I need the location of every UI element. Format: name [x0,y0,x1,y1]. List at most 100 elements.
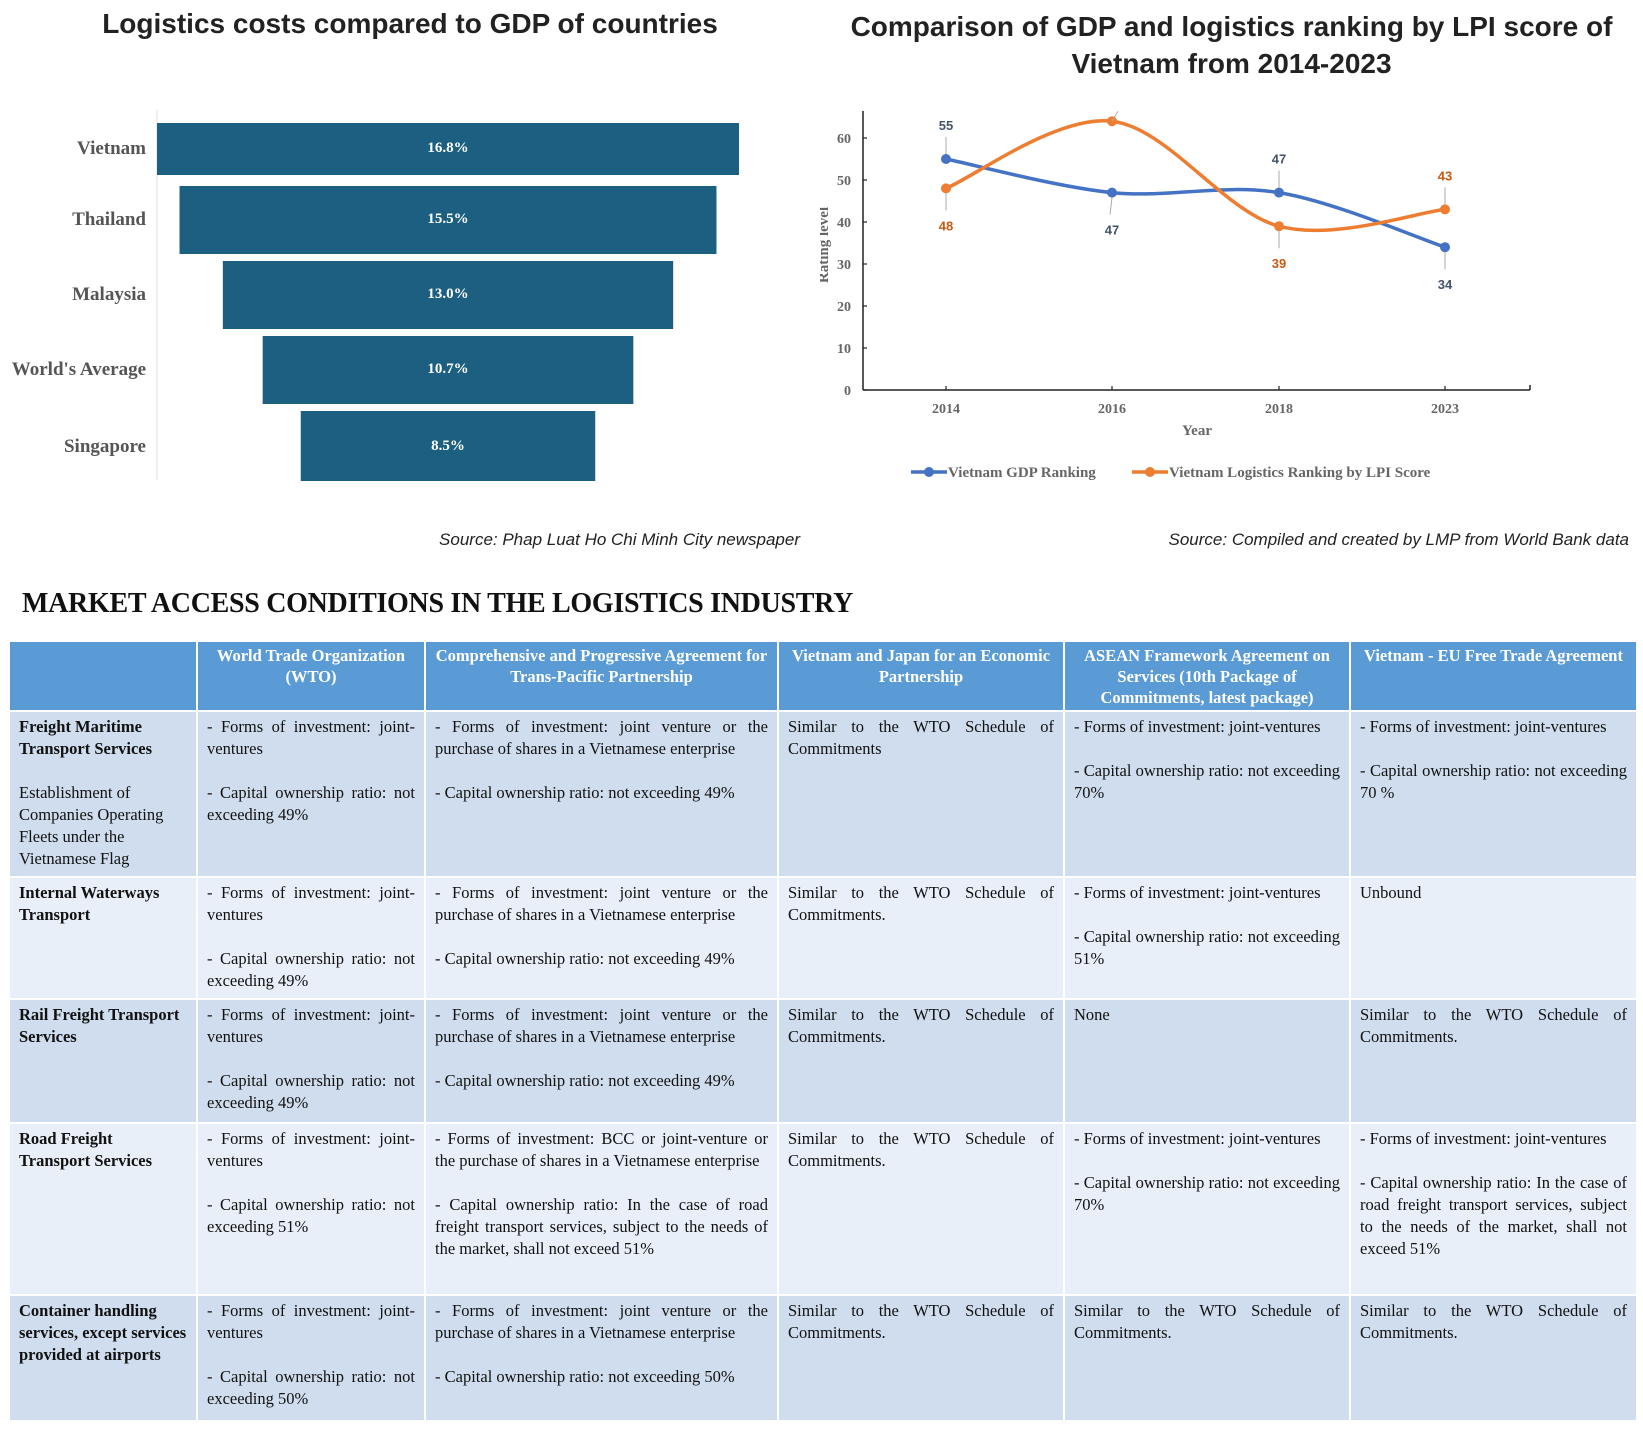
cell-paragraph: - Capital ownership ratio: not exceeding… [207,783,415,824]
table-header-row: World Trade Organization (WTO) Comprehen… [8,640,1638,712]
table-row: Container handling services, except serv… [8,1294,1638,1422]
table-row: Internal Waterways Transport - Forms of i… [8,876,1638,1000]
cell-paragraph: Similar to the WTO Schedule of Commitmen… [1360,1301,1627,1342]
header-cell-evfta: Vietnam - EU Free Trade Agreement [1349,640,1638,712]
cell-paragraph: Similar to the WTO Schedule of Commitmen… [788,883,1054,924]
service-name: Rail Freight Transport Services [19,1005,180,1046]
service-name: Internal Waterways Transport [19,883,160,924]
cell-paragraph: - Capital ownership ratio: In the case o… [435,1195,768,1258]
funnel-bar [179,186,717,254]
cell-paragraph: - Capital ownership ratio: not exceeding… [435,1367,735,1386]
table-cell: Similar to the WTO Schedule of Commitmen… [777,1294,1065,1422]
cell-paragraph: - Forms of investment: joint-ventures [207,883,415,924]
cell-paragraph: Similar to the WTO Schedule of Commitmen… [1074,1301,1340,1342]
cell-paragraph: - Forms of investment: BCC or joint-vent… [435,1129,768,1170]
service-cell: Internal Waterways Transport [8,876,198,1000]
funnel-category-label: World's Average [12,359,146,380]
table-title: MARKET ACCESS CONDITIONS IN THE LOGISTIC… [22,588,853,619]
cell-paragraph: - Forms of investment: joint-ventures [207,1301,415,1342]
funnel-chart: Vietnam 16.8% Thailand 15.5% Malaysia 13.0% Wo… [12,110,739,481]
table-cell: - Forms of investment: joint-ventures - C… [196,1294,426,1422]
data-point [941,154,951,164]
funnel-value-label: 13.0% [427,286,468,302]
cell-paragraph: - Forms of investment: joint-ventures [1074,717,1321,736]
legend-swatch-marker [924,467,934,477]
y-tick-label: 60 [837,132,851,147]
funnel-value-label: 10.7% [427,361,468,377]
data-point [1274,221,1284,232]
funnel-bar [300,411,596,481]
legend-label: Vietnam GDP Ranking [948,465,1096,481]
funnel-value-label: 8.5% [431,438,465,454]
service-subtitle: Establishment of Companies Operating Fle… [19,783,164,868]
y-axis-title: Rating level [820,207,832,283]
cell-paragraph: - Forms of investment: joint-ventures [207,1129,415,1170]
cell-paragraph: Similar to the WTO Schedule of Commitmen… [1360,1005,1627,1046]
cell-paragraph: None [1074,1005,1110,1024]
table-cell: - Forms of investment: joint-ventures - C… [1349,1122,1638,1296]
funnel-value-label: 15.5% [427,211,468,227]
table-cell: - Forms of investment: joint venture or … [424,710,779,878]
header-cell-cptpp: Comprehensive and Progressive Agreement … [424,640,779,712]
cell-paragraph: - Capital ownership ratio: not exceeding… [207,949,415,990]
table-cell: - Forms of investment: joint-ventures - C… [196,876,426,1000]
table-cell: - Forms of investment: joint-ventures - C… [1063,876,1351,1000]
market-access-table: World Trade Organization (WTO) Comprehen… [8,640,1638,1422]
table-row: Freight Maritime Transport Services Estab… [8,710,1638,878]
funnel-bar [222,261,674,329]
data-label: 34 [1438,277,1453,292]
data-point [1440,204,1450,215]
cell-paragraph: - Forms of investment: joint-ventures [207,1005,415,1046]
data-label: 39 [1272,256,1286,271]
label-leader-line [1109,197,1113,215]
y-tick-label: 0 [844,384,851,399]
table-row: Road Freight Transport Services - Forms o… [8,1122,1638,1296]
cell-paragraph: Unbound [1360,883,1422,902]
table-cell: - Forms of investment: joint-ventures - C… [196,710,426,878]
y-tick-label: 20 [837,300,851,315]
table-cell: Similar to the WTO Schedule of Commitmen… [777,710,1065,878]
funnel-bar [157,123,739,175]
x-tick-label: 2014 [932,402,960,417]
service-cell: Road Freight Transport Services [8,1122,198,1296]
label-leader-line [1111,110,1119,122]
cell-paragraph: - Forms of investment: joint-ventures [1360,1129,1607,1148]
funnel-chart-source: Source: Phap Luat Ho Chi Minh City newsp… [439,530,800,549]
data-label: 47 [1105,223,1119,238]
cell-paragraph: - Forms of investment: joint-ventures [1360,717,1607,736]
cell-paragraph: - Capital ownership ratio: not exceeding… [435,1071,735,1090]
data-point [1274,187,1284,198]
funnel-category-label: Singapore [64,436,146,457]
table-cell: - Forms of investment: joint-ventures - C… [196,998,426,1124]
y-tick-label: 40 [837,216,851,231]
table-cell: - Forms of investment: joint-ventures - C… [1349,710,1638,878]
service-cell: Container handling services, except serv… [8,1294,198,1422]
cell-paragraph: Similar to the WTO Schedule of Commitmen… [788,1129,1054,1170]
cell-paragraph: - Capital ownership ratio: not exceeding… [207,1195,415,1236]
data-point [1107,187,1117,198]
y-tick-label: 50 [837,174,851,189]
service-name: Road Freight Transport Services [19,1129,153,1170]
table-cell: Unbound [1349,876,1638,1000]
data-point [941,183,951,194]
table-cell: None [1063,998,1351,1124]
line-chart: 0 10 20 30 40 50 60 2014 2016 2018 2023 Year Rating … [820,110,1531,481]
series-line-lpi [944,119,1447,233]
cell-paragraph: - Forms of investment: joint venture or … [435,1301,768,1342]
line-chart-title: Comparison of GDP and logistics ranking … [850,11,1613,79]
line-chart-panel: Comparison of GDP and logistics ranking … [820,0,1643,560]
y-tick-label: 30 [837,258,851,273]
table-cell: Similar to the WTO Schedule of Commitmen… [777,998,1065,1124]
line-chart-source: Source: Compiled and created by LMP from… [1168,530,1629,549]
cell-paragraph: - Forms of investment: joint venture or … [435,883,768,924]
table-cell: - Forms of investment: joint venture or … [424,998,779,1124]
cell-paragraph: Similar to the WTO Schedule of Commitmen… [788,717,1054,758]
funnel-bar [262,336,634,404]
cell-paragraph: - Capital ownership ratio: not exceeding… [1074,761,1340,802]
funnel-chart-panel: Logistics costs compared to GDP of count… [0,0,820,560]
cell-paragraph: - Capital ownership ratio: not exceeding… [435,783,735,802]
funnel-chart-title: Logistics costs compared to GDP of count… [102,8,718,39]
x-axis-title: Year [1182,423,1212,439]
cell-paragraph: - Forms of investment: joint venture or … [435,1005,768,1046]
service-name: Freight Maritime Transport Services [19,717,153,758]
